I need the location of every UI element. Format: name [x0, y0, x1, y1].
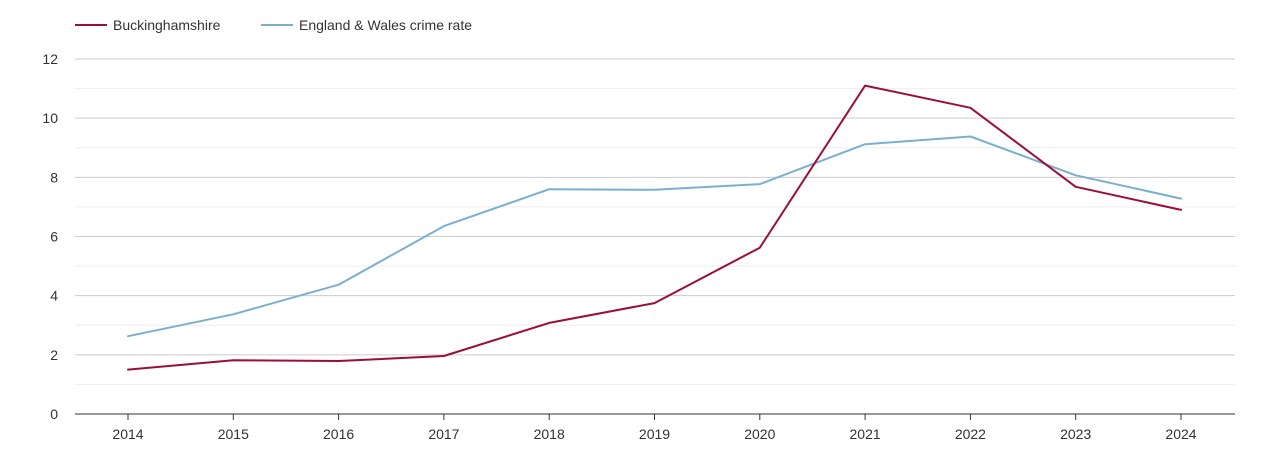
grid: [75, 58, 1235, 385]
x-tick-label: 2015: [218, 426, 249, 442]
y-tick-label: 12: [42, 51, 58, 67]
y-tick-label: 0: [50, 406, 58, 422]
x-tick-label: 2018: [534, 426, 565, 442]
axes: 0 2 4 6 8 10 12 2014 2015 2016 2017 2018 2019 2020 202…: [42, 51, 1235, 442]
y-tick-label: 2: [50, 347, 58, 363]
x-tick-label: 2019: [639, 426, 670, 442]
legend-item-buckinghamshire[interactable]: Buckinghamshire: [75, 17, 221, 33]
y-tick-label: 10: [42, 110, 58, 126]
series: [127, 84, 1182, 371]
y-tick-label: 8: [50, 169, 58, 185]
y-tick-label: 4: [50, 288, 58, 304]
x-tick-label: 2024: [1165, 426, 1196, 442]
x-tick-label: 2020: [744, 426, 775, 442]
x-tick-label: 2016: [323, 426, 354, 442]
x-tick-label: 2023: [1060, 426, 1091, 442]
legend-label-england-wales: England & Wales crime rate: [299, 17, 472, 33]
x-tick-label: 2017: [428, 426, 459, 442]
x-tick-label: 2021: [850, 426, 881, 442]
series-line-buckinghamshire[interactable]: [127, 84, 1182, 371]
legend: Buckinghamshire England & Wales crime ra…: [75, 17, 472, 33]
x-tick-label: 2014: [112, 426, 143, 442]
series-line-england-wales-crime-rate[interactable]: [127, 135, 1182, 338]
x-tick-label: 2022: [955, 426, 986, 442]
legend-item-england-wales[interactable]: England & Wales crime rate: [261, 17, 472, 33]
legend-label-buckinghamshire: Buckinghamshire: [113, 17, 221, 33]
y-tick-label: 6: [50, 229, 58, 245]
